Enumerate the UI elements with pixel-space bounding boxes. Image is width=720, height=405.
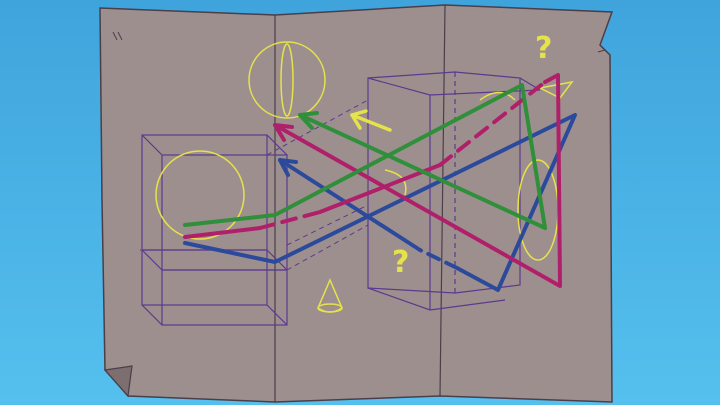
green-arrow <box>183 83 547 230</box>
wireframe-box-left <box>141 134 288 326</box>
question-mark-center: ? <box>392 245 409 280</box>
yellow-cone-top <box>537 80 574 99</box>
magenta-arrow <box>183 73 562 288</box>
curled-corner <box>103 365 133 398</box>
question-mark-top: ? <box>535 31 552 66</box>
yellow-sphere-top <box>248 41 326 119</box>
yellow-sphere-left <box>155 150 245 240</box>
yellow-arrow <box>350 109 392 132</box>
blue-arrow <box>183 113 577 292</box>
fold-line-right <box>439 4 446 397</box>
perspective-lines <box>140 99 369 271</box>
